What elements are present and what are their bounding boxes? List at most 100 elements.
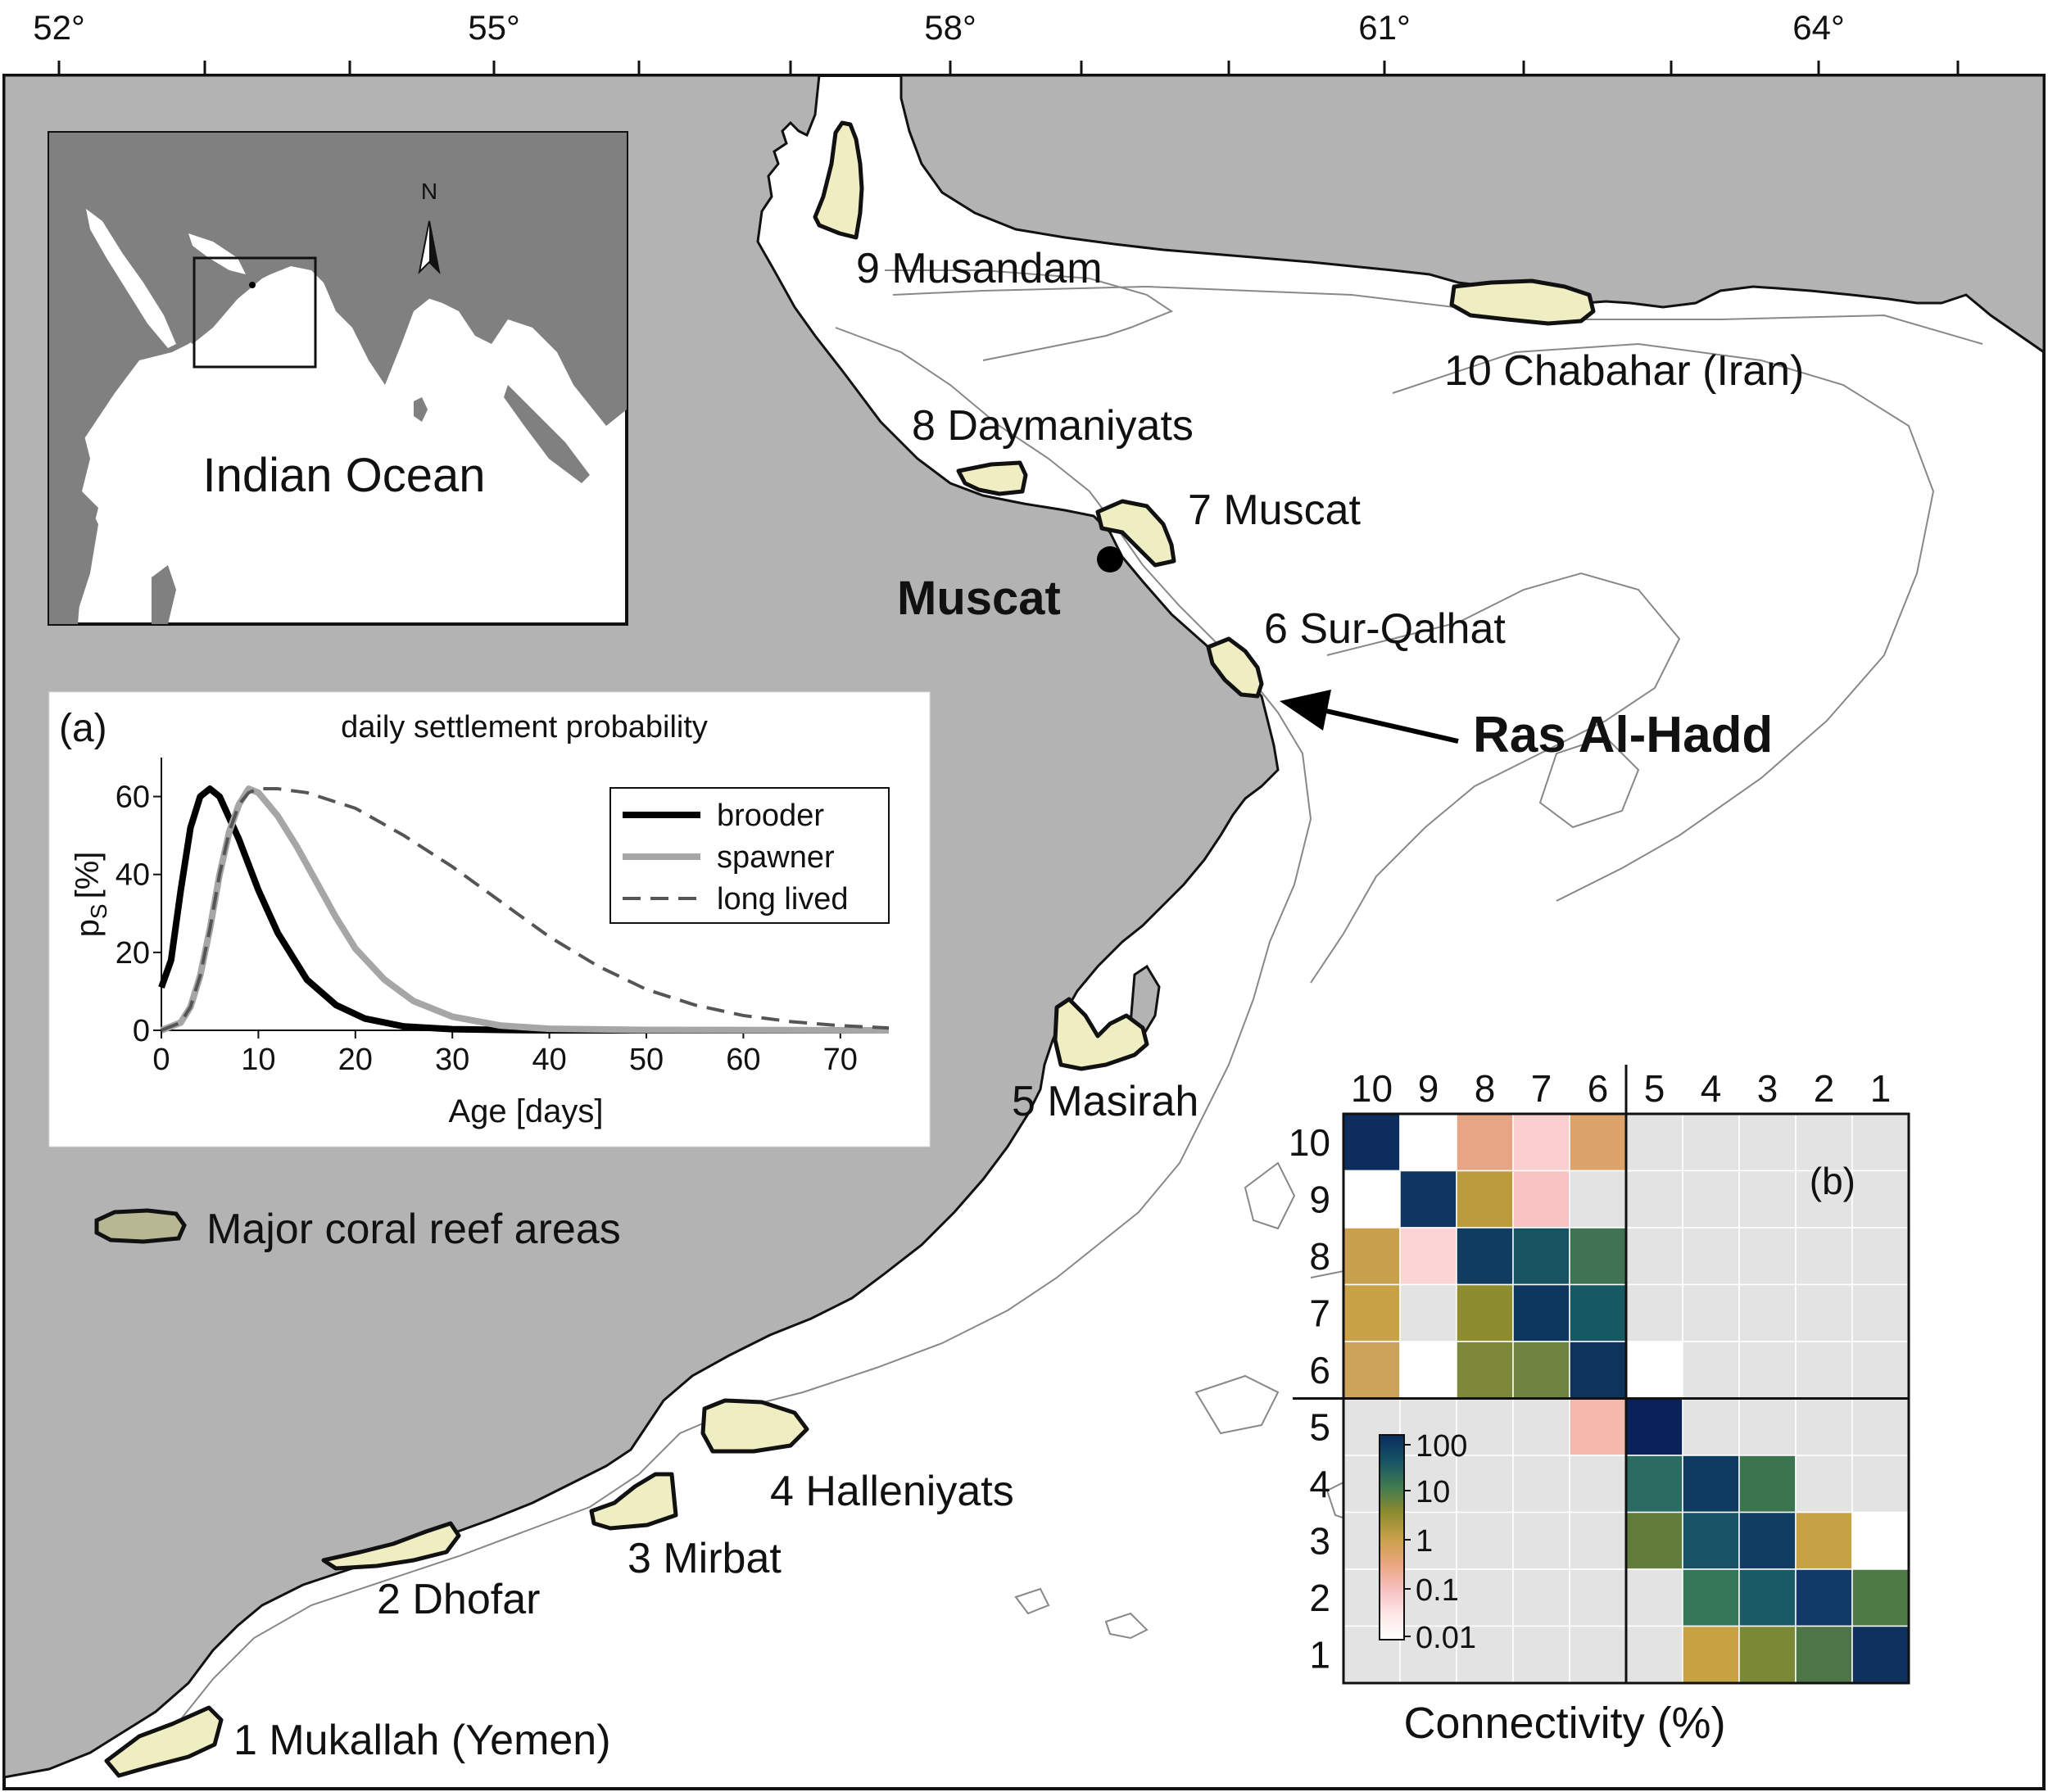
heatmap-cell	[1343, 1341, 1401, 1400]
heatmap-cell	[1456, 1625, 1514, 1684]
heatmap-cell	[1851, 1568, 1910, 1627]
reef-3-mirbat	[589, 1472, 678, 1531]
heatmap-cell	[1851, 1341, 1910, 1400]
heatmap-column-label: 1	[1870, 1067, 1892, 1110]
heatmap-cell	[1795, 1455, 1853, 1514]
panel-a-series-long-lived	[161, 787, 890, 1032]
heatmap-cell	[1851, 1227, 1910, 1286]
reef-5-masirah	[1053, 997, 1149, 1071]
longitude-label: 61°	[1358, 8, 1411, 47]
reef-7-muscat	[1095, 499, 1176, 568]
heatmap-cell	[1343, 1227, 1401, 1286]
heatmap-cell	[1738, 1170, 1797, 1229]
heatmap-cell	[1456, 1283, 1514, 1342]
panel-a-x-tick-label: 10	[241, 1043, 275, 1077]
heatmap-cell	[1682, 1397, 1740, 1456]
heatmap-cell	[1569, 1511, 1627, 1570]
panel-a-x-tick-label: 30	[435, 1043, 469, 1077]
legend-label-long-lived: long lived	[717, 882, 849, 916]
heatmap-cell	[1795, 1568, 1853, 1627]
heatmap-column-label: 3	[1757, 1067, 1778, 1110]
heatmap-cell	[1625, 1113, 1683, 1172]
heatmap-cell	[1512, 1170, 1570, 1229]
heatmap-cell	[1682, 1625, 1740, 1684]
longitude-label: 52°	[33, 8, 85, 47]
heatmap-cell	[1738, 1227, 1797, 1286]
heatmap-cell	[1851, 1283, 1910, 1342]
heatmap-cell	[1738, 1625, 1797, 1684]
reef-10-chabahar	[1449, 278, 1596, 326]
heatmap-cell	[1738, 1455, 1797, 1514]
inset-sri-lanka	[414, 397, 428, 422]
inset-madagascar	[152, 565, 176, 624]
heatmap-cell	[1512, 1511, 1570, 1570]
site-label-3: 3 Mirbat	[628, 1535, 782, 1582]
panel-a-x-tick-label: 50	[629, 1043, 664, 1077]
inset-africa-lower	[49, 410, 98, 624]
heatmap-cell	[1569, 1113, 1627, 1172]
panel-a-xlabel: Age [days]	[448, 1093, 603, 1129]
heatmap-cell	[1456, 1341, 1514, 1400]
heatmap-cell	[1738, 1568, 1797, 1627]
panel-a: (a) daily settlement probability 0 10 20 30…	[48, 691, 931, 1147]
longitude-label: 55°	[468, 8, 520, 47]
heatmap-cell	[1512, 1227, 1570, 1286]
colorbar-tick-label: 0.01	[1416, 1621, 1476, 1655]
site-label-2: 2 Dhofar	[377, 1576, 540, 1623]
heatmap-cell	[1682, 1341, 1740, 1400]
panel-b-row-labels: 10 9 8 7 6 5 4 3 2 1	[1289, 1121, 1330, 1677]
heatmap-cell	[1795, 1113, 1853, 1172]
panel-a-x-tick-label: 70	[823, 1043, 858, 1077]
inset-red-sea	[86, 209, 176, 348]
heatmap-cell	[1399, 1113, 1457, 1172]
heatmap-cell	[1682, 1455, 1740, 1514]
heatmap-cell	[1456, 1113, 1514, 1172]
ras-al-hadd-arrow	[1280, 690, 1459, 744]
panel-a-title: daily settlement probability	[341, 710, 708, 744]
inset-map: N Indian Ocean	[48, 131, 628, 626]
colorbar-tick-label: 1	[1416, 1524, 1433, 1559]
heatmap-column-label: 5	[1644, 1067, 1665, 1110]
heatmap-cell	[1682, 1227, 1740, 1286]
panel-a-x-tick-label: 40	[532, 1043, 566, 1077]
colorbar-tick-label: 0.1	[1416, 1573, 1459, 1608]
panel-a-x-tick-label: 0	[152, 1043, 170, 1077]
heatmap-cell	[1625, 1283, 1683, 1342]
heatmap-cell	[1625, 1397, 1683, 1456]
heatmap-column-label: 2	[1814, 1067, 1835, 1110]
heatmap-cell	[1399, 1170, 1457, 1229]
heatmap-cell	[1625, 1511, 1683, 1570]
site-label-9: 9 Musandam	[856, 245, 1103, 292]
reef-4-halleniyats	[700, 1398, 809, 1454]
north-label: N	[421, 179, 437, 204]
cape-label-ras-al-hadd: Ras Al-Hadd	[1473, 707, 1773, 763]
heatmap-cell	[1682, 1511, 1740, 1570]
heatmap-cell	[1625, 1455, 1683, 1514]
heatmap-cell	[1851, 1455, 1910, 1514]
heatmap-cell	[1456, 1170, 1514, 1229]
site-label-4: 4 Halleniyats	[770, 1468, 1014, 1515]
heatmap-row-label: 6	[1309, 1349, 1330, 1392]
heatmap-cell	[1343, 1170, 1401, 1229]
heatmap-cell	[1625, 1170, 1683, 1229]
map-legend: Major coral reef areas	[94, 1206, 621, 1253]
north-arrow: N	[418, 179, 441, 275]
heatmap-cell	[1682, 1113, 1740, 1172]
heatmap-column-label: 8	[1475, 1067, 1496, 1110]
heatmap-cell	[1343, 1283, 1401, 1342]
heatmap-row-label: 5	[1309, 1405, 1330, 1448]
heatmap-cell	[1399, 1511, 1457, 1570]
longitude-label: 58°	[924, 8, 976, 47]
heatmap-row-label: 8	[1309, 1235, 1330, 1278]
inset-ocean-label: Indian Ocean	[202, 449, 485, 502]
muscat-city-dot	[1097, 546, 1123, 572]
inset-persian-gulf	[188, 233, 246, 274]
panel-a-x-tick-label: 20	[338, 1043, 373, 1077]
colorbar-ramp	[1379, 1434, 1405, 1640]
colorbar-tick-label: 100	[1416, 1429, 1467, 1464]
colorbar-tick-label: 10	[1416, 1475, 1450, 1509]
inset-arabia	[90, 201, 262, 344]
heatmap-cell	[1569, 1397, 1627, 1456]
colorbar: 100 10 1 0.1 0.01	[1379, 1429, 1476, 1655]
